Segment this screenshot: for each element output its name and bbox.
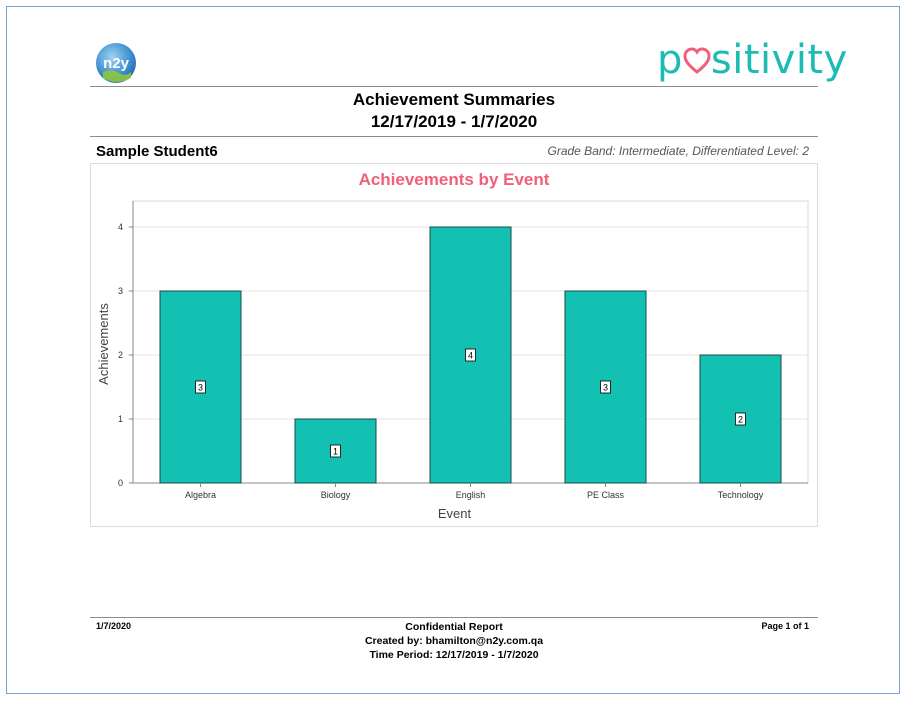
header-rule — [90, 86, 818, 87]
y-tick-label: 1 — [118, 414, 123, 424]
footer-page-number: Page 1 of 1 — [761, 621, 809, 631]
data-label: 3 — [198, 383, 203, 393]
n2y-logo: n2y — [95, 42, 137, 84]
data-label: 4 — [468, 351, 473, 361]
data-label-box — [735, 412, 746, 426]
positivity-logo-prefix: p — [657, 37, 683, 83]
achievements-chart: Achievements by Event 0 1 2 3 4 3 Algebra 1 Biolo… — [96, 170, 809, 521]
data-label: 2 — [738, 415, 743, 425]
report-date-range: 12/17/2019 - 1/7/2020 — [370, 112, 538, 131]
positivity-logo-suffix: sitivity — [710, 37, 848, 83]
grade-band: Grade Band: Intermediate, Differentiated… — [547, 144, 810, 158]
data-label-box — [195, 380, 206, 394]
heart-icon — [683, 47, 711, 74]
student-name: Sample Student6 — [96, 143, 218, 160]
y-axis-label: Achievements — [96, 303, 111, 385]
chart-container: Achievements by Event 0 1 2 3 4 3 Algebra 1 Biolo… — [90, 163, 818, 527]
footer-created-by: Created by: bhamilton@n2y.com.qa — [364, 635, 544, 647]
x-tick-label: English — [456, 490, 486, 500]
x-tick-label: PE Class — [587, 490, 625, 500]
title-rule — [90, 136, 818, 137]
positivity-logo: p sitivity — [657, 36, 848, 84]
y-tick-label: 4 — [118, 222, 123, 232]
footer-time-period: Time Period: 12/17/2019 - 1/7/2020 — [369, 649, 539, 661]
page-frame — [6, 6, 900, 694]
data-label-box — [465, 348, 476, 362]
data-label-box — [600, 380, 611, 394]
footer-date: 1/7/2020 — [96, 621, 132, 631]
footer-rule — [90, 617, 818, 618]
y-tick-label: 0 — [118, 478, 123, 488]
x-tick-label: Technology — [718, 490, 764, 500]
footer-confidential: Confidential Report — [405, 621, 503, 633]
report-title: Achievement Summaries — [352, 90, 556, 109]
data-label: 1 — [333, 447, 338, 457]
y-tick-label: 2 — [118, 350, 123, 360]
data-label: 3 — [603, 383, 608, 393]
chart-title: Achievements by Event — [359, 170, 550, 189]
data-label-box — [330, 444, 341, 458]
x-tick-label: Algebra — [185, 490, 216, 500]
x-axis-label: Event — [438, 506, 472, 521]
x-tick-label: Biology — [321, 490, 351, 500]
n2y-logo-text: n2y — [103, 55, 130, 72]
y-tick-label: 3 — [118, 286, 123, 296]
